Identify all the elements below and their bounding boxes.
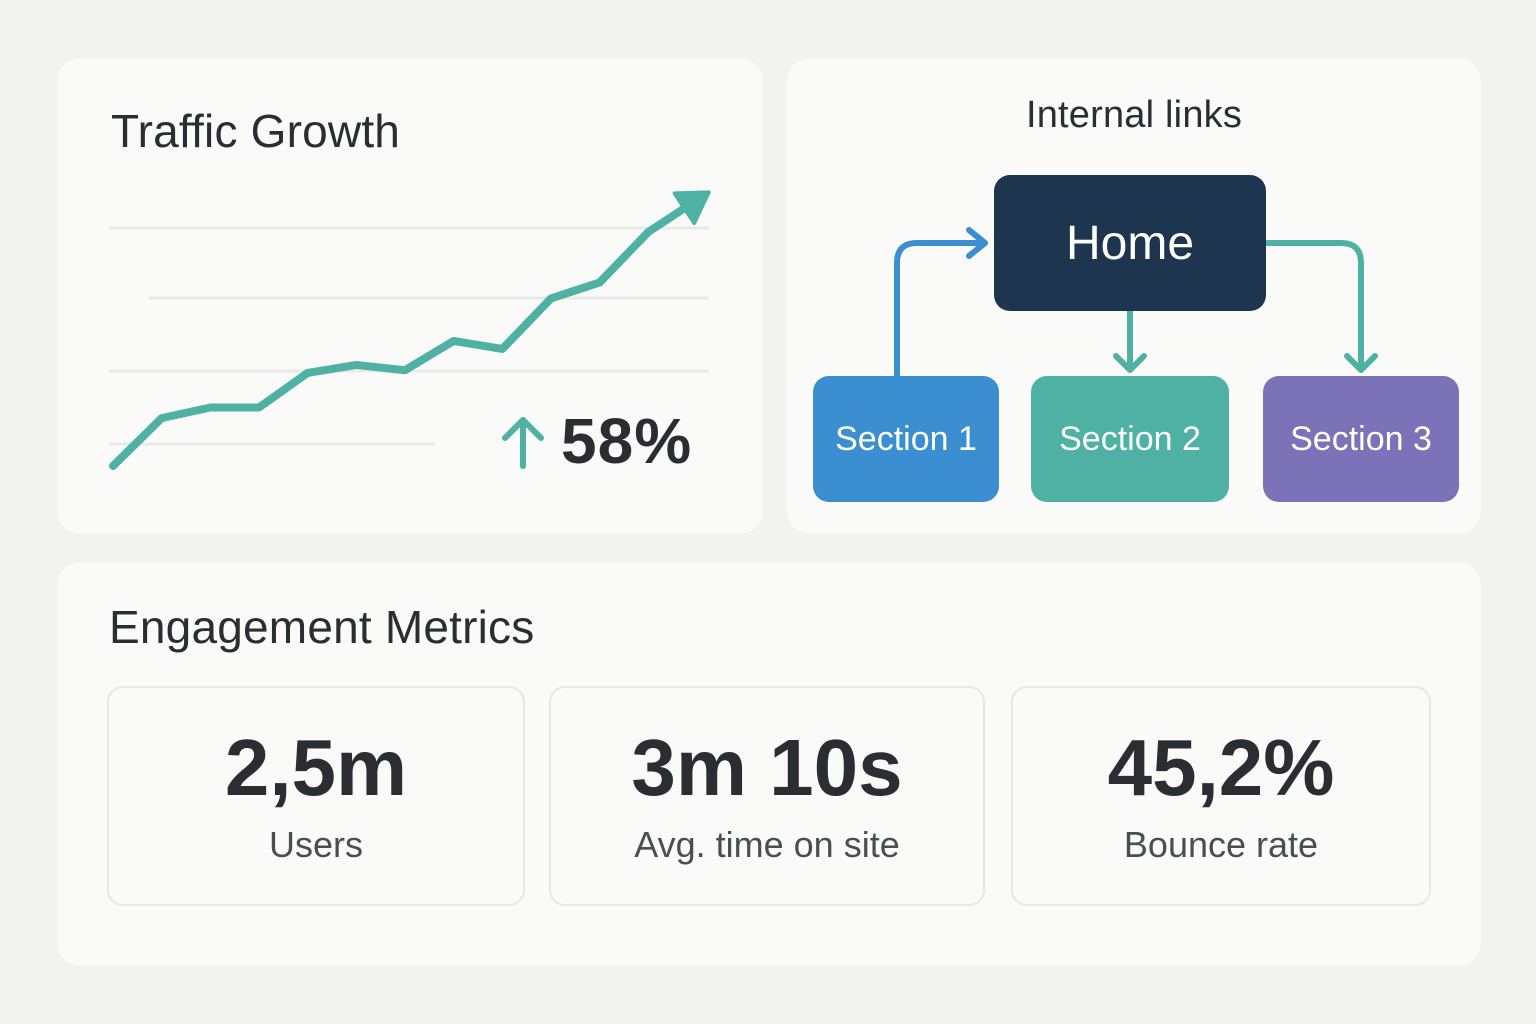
- traffic-line-chart: [109, 190, 711, 470]
- section-2-node[interactable]: Section 2: [1031, 376, 1229, 502]
- connector-section1-arrowhead: [966, 227, 988, 259]
- metric-users-value: 2,5m: [224, 723, 408, 812]
- connector-section1-to-home: [894, 240, 983, 376]
- connector-section2-arrowhead: [1113, 353, 1147, 373]
- metric-time-on-site-tile: 3m 10s Avg. time on site: [549, 686, 985, 906]
- metric-bounce-rate-tile: 45,2% Bounce rate: [1011, 686, 1431, 906]
- engagement-metrics-title: Engagement Metrics: [109, 601, 535, 653]
- metric-bounce-rate-value: 45,2%: [1107, 723, 1335, 812]
- engagement-metrics-card: Engagement Metrics 2,5m Users 3m 10s Avg…: [57, 562, 1481, 966]
- home-node[interactable]: Home: [994, 175, 1266, 311]
- internal-links-card: Internal links Home Section 1 Section 2 …: [787, 58, 1481, 534]
- metric-users-tile: 2,5m Users: [107, 686, 525, 906]
- arrow-up-icon: [502, 417, 544, 469]
- section-1-node[interactable]: Section 1: [813, 376, 999, 502]
- metric-time-on-site-value: 3m 10s: [631, 723, 903, 812]
- growth-readout: 58%: [499, 404, 692, 478]
- metric-time-on-site-label: Avg. time on site: [634, 824, 900, 865]
- chart-series: [109, 190, 711, 470]
- internal-links-title: Internal links: [1025, 94, 1243, 136]
- section-3-node[interactable]: Section 3: [1263, 376, 1459, 502]
- links-connectors: [894, 227, 1378, 376]
- metric-users-label: Users: [268, 824, 363, 865]
- traffic-growth-title: Traffic Growth: [111, 105, 401, 157]
- connector-section3-arrowhead: [1344, 353, 1378, 373]
- connector-home-to-section3: [1266, 240, 1364, 370]
- metric-bounce-rate-label: Bounce rate: [1123, 824, 1319, 865]
- trend-arrowhead-icon: [672, 190, 711, 226]
- growth-percentage: 58%: [561, 405, 693, 477]
- traffic-growth-card: Traffic Growth 58%: [57, 58, 763, 534]
